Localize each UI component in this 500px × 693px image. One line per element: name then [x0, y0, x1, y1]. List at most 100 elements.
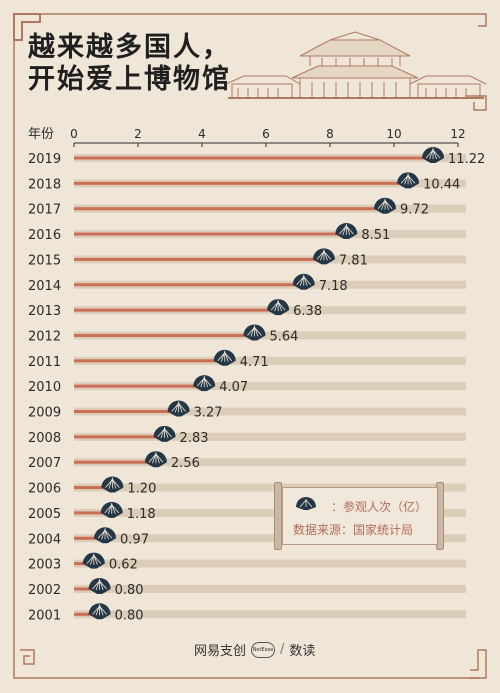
legend-scroll-rod-left [274, 482, 282, 550]
data-label: 8.51 [361, 228, 390, 243]
fan-marker-icon [100, 501, 123, 518]
brand-badge: NetEase [251, 641, 276, 658]
data-label: 2.56 [171, 456, 200, 471]
fan-marker-icon [213, 349, 236, 366]
data-label: 1.18 [127, 507, 156, 522]
fan-marker-icon [422, 147, 445, 163]
x-tick-label: 12 [450, 127, 465, 141]
bar-track [74, 584, 466, 593]
data-label: 0.97 [120, 532, 149, 547]
category-label: 2013 [28, 304, 61, 319]
data-label: 9.72 [400, 203, 429, 218]
bar [74, 460, 156, 464]
category-label: 2004 [28, 532, 61, 547]
fan-icon [296, 497, 316, 510]
footer-brand: 网易支创 NetEase / 数读 [194, 640, 315, 659]
fan-marker-icon [397, 172, 420, 189]
bar-track [74, 559, 466, 568]
category-label: 2018 [28, 177, 61, 192]
fan-marker-icon [82, 552, 105, 569]
category-label: 2007 [28, 456, 61, 471]
bar-track [74, 610, 466, 619]
bar [74, 435, 165, 439]
data-label: 0.80 [115, 608, 144, 623]
bar [74, 612, 100, 616]
x-tick-label: 6 [262, 127, 270, 141]
category-label: 2015 [28, 253, 61, 268]
legend-source-label: 数据来源：国家统计局 [293, 523, 414, 537]
bar-track [74, 534, 466, 543]
fan-marker-icon [335, 223, 358, 240]
fan-marker-icon [292, 273, 315, 290]
category-label: 2009 [28, 406, 61, 421]
bar [74, 232, 347, 236]
legend-series-label: ：参观人次（亿） [331, 500, 428, 514]
fan-marker-icon [374, 197, 397, 214]
fan-marker-icon [167, 400, 190, 417]
fan-marker-icon [312, 248, 335, 265]
x-tick-label: 8 [326, 127, 334, 141]
x-tick-label: 2 [134, 127, 142, 141]
bar [74, 257, 324, 261]
data-label: 4.71 [240, 355, 269, 370]
legend: ：参观人次（亿） 数据来源：国家统计局 [282, 487, 438, 545]
data-label: 0.80 [115, 583, 144, 598]
fan-marker-icon [243, 324, 266, 341]
data-label: 11.22 [448, 152, 485, 167]
fan-marker-icon [94, 527, 117, 544]
fan-marker-icon [101, 476, 124, 493]
category-label: 2017 [28, 203, 61, 218]
fan-marker-icon [144, 451, 167, 468]
bar [74, 410, 179, 413]
fan-marker-icon [267, 299, 290, 316]
x-tick-label: 10 [386, 127, 401, 141]
x-tick-label: 4 [198, 127, 206, 141]
category-label: 2019 [28, 152, 61, 167]
page-title-line-1: 越来越多国人， [28, 32, 231, 63]
bar [74, 333, 255, 337]
data-label: 7.18 [319, 279, 348, 294]
brand-name: 网易支创 [194, 644, 247, 659]
palace-illustration [225, 31, 487, 99]
bar [74, 384, 205, 388]
bar-track [74, 458, 466, 467]
category-label: 2003 [28, 558, 61, 573]
category-label: 2005 [28, 507, 61, 522]
bar-track [74, 356, 466, 365]
data-label: 7.81 [339, 253, 368, 268]
data-label: 4.07 [219, 380, 248, 395]
data-label: 0.62 [109, 558, 138, 573]
data-label: 5.64 [269, 329, 298, 344]
fan-marker-icon [88, 603, 111, 620]
category-label: 2006 [28, 482, 61, 497]
data-label: 2.83 [180, 431, 209, 446]
y-axis-label: 年份 [28, 127, 54, 142]
bar-track [74, 508, 466, 517]
bar-track [74, 407, 466, 416]
bar [74, 283, 304, 287]
bar [74, 181, 409, 185]
footer-separator: / [280, 642, 285, 657]
category-label: 2008 [28, 431, 61, 446]
bar [74, 359, 225, 363]
category-label: 2002 [28, 583, 61, 598]
data-label: 1.20 [127, 482, 156, 497]
x-tick-label: 0 [70, 127, 78, 141]
bar [74, 511, 112, 515]
bar [74, 486, 113, 490]
data-label: 3.27 [194, 406, 223, 421]
bar [74, 207, 386, 211]
bar-track [74, 483, 466, 492]
fan-marker-icon [153, 425, 176, 442]
category-label: 2016 [28, 228, 61, 243]
data-label: 6.38 [293, 304, 322, 319]
category-label: 2011 [28, 355, 61, 370]
category-label: 2012 [28, 329, 61, 344]
category-label: 2010 [28, 380, 61, 395]
bar [74, 156, 434, 160]
bar-track [74, 432, 466, 441]
category-label: 2014 [28, 279, 61, 294]
page-title-line-2: 开始爱上博物馆 [28, 64, 231, 95]
